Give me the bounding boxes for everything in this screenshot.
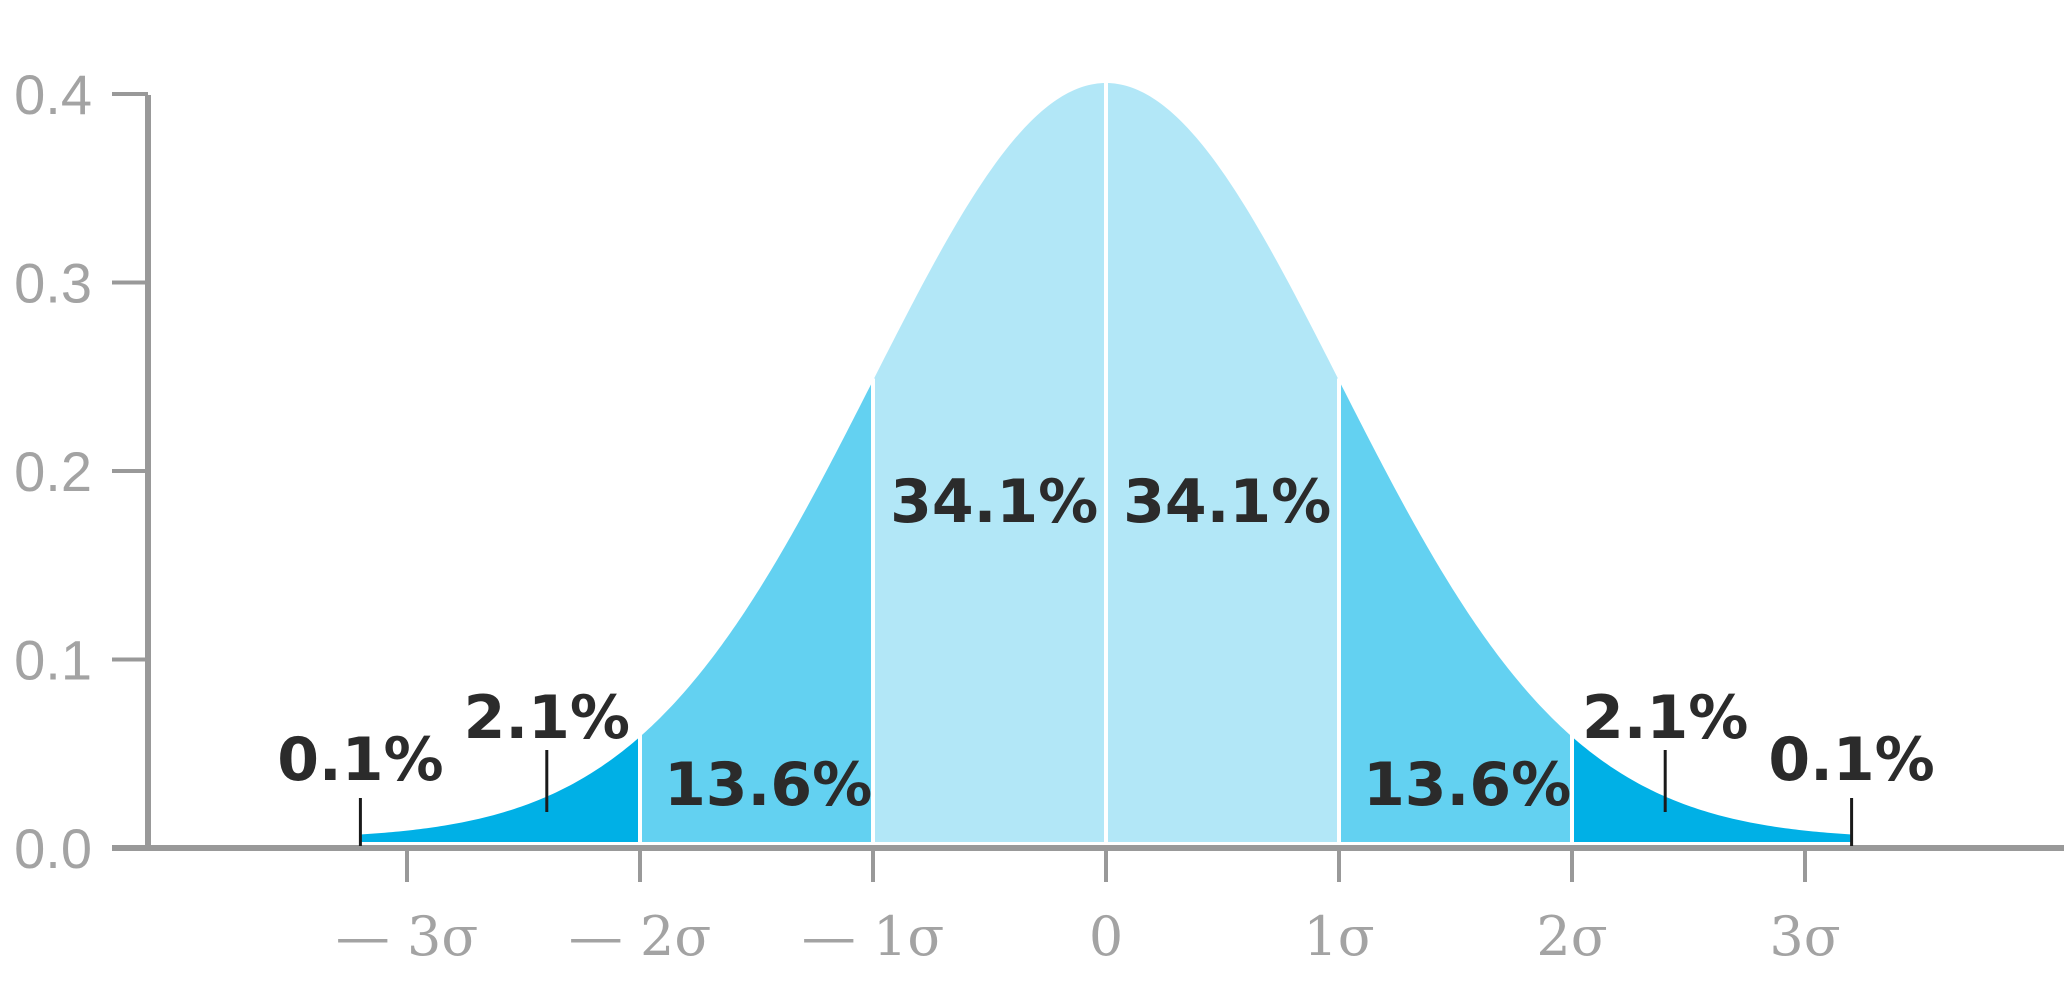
x-tick-label: — 1σ: [802, 905, 944, 968]
percentage-label: 34.1%: [1123, 467, 1331, 537]
y-tick-label: 0.1: [14, 629, 92, 692]
percentage-label: 13.6%: [1363, 750, 1571, 820]
region-5: [1339, 380, 1572, 842]
x-tick-label: 3σ: [1769, 905, 1840, 968]
x-tick-label: — 3σ: [336, 905, 478, 968]
x-tick-label: 2σ: [1536, 905, 1607, 968]
y-axis-ticks: 0.0 0.1 0.2 0.3 0.4: [14, 63, 148, 880]
y-tick-label: 0.2: [14, 440, 92, 503]
region-3: [873, 83, 1106, 842]
percentage-label: 2.1%: [464, 683, 630, 753]
shaded-regions: [360, 83, 1852, 842]
x-axis-ticks: — 3σ — 2σ — 1σ 0 1σ 2σ 3σ: [336, 848, 1841, 968]
y-tick-label: 0.4: [14, 63, 92, 126]
region-separators: [638, 81, 1574, 842]
percentage-labels: 0.1%2.1%13.6%34.1% 34.1%13.6%2.1%0.1%: [277, 467, 1935, 846]
y-tick-label: 0.3: [14, 252, 92, 315]
x-tick-label: — 2σ: [569, 905, 711, 968]
region-2: [640, 380, 873, 842]
percentage-label: 2.1%: [1582, 683, 1748, 753]
percentage-label: 34.1%: [890, 467, 1098, 537]
percentage-label: 0.1%: [1768, 725, 1934, 795]
percentage-label: 0.1%: [277, 725, 443, 795]
x-tick-label: 0: [1089, 905, 1123, 968]
region-4: [1106, 83, 1339, 842]
y-tick-label: 0.0: [14, 817, 92, 880]
x-tick-label: 1σ: [1303, 905, 1374, 968]
region-6: [1572, 736, 1852, 842]
percentage-label: 13.6%: [664, 750, 872, 820]
region-1: [360, 736, 640, 842]
